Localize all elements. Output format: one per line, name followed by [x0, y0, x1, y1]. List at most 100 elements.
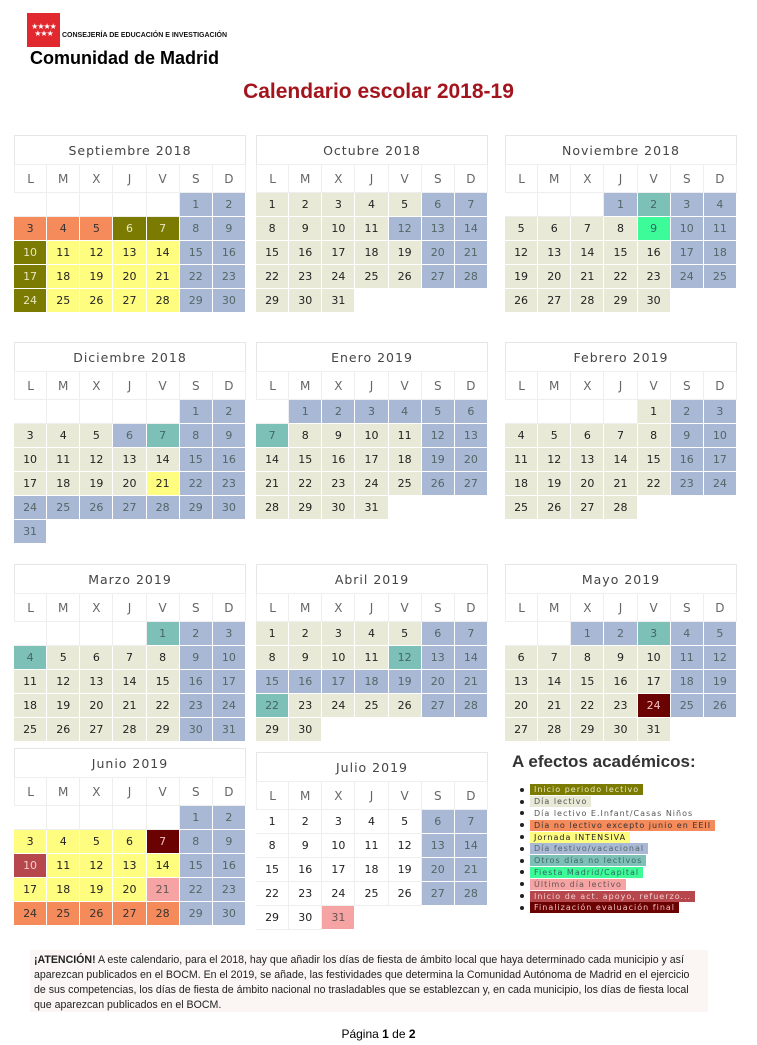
- legend-label: Día festivo/vacacional: [530, 843, 649, 855]
- empty-cell: [14, 806, 48, 830]
- weekday-header: J: [113, 777, 147, 806]
- day-cell-intensiva: 12: [80, 854, 114, 878]
- day-cell-festivo: 26: [80, 496, 114, 520]
- legend-item: Día lectivo: [520, 796, 715, 808]
- day-cell-lectivo: 21: [256, 472, 290, 496]
- month-title: Marzo 2019: [14, 564, 246, 593]
- empty-cell: [113, 193, 147, 217]
- month-6: Febrero 2019 L M X J V S D 1 2 3 4 5 6 7 8 9 10 11 12 13 14 15…: [505, 342, 737, 520]
- day-cell-lectivo: 5: [388, 193, 422, 217]
- weekday-header: X: [571, 371, 605, 400]
- legend-label: Día no lectivo excepto junio en EEII: [530, 819, 716, 831]
- page-current: 1: [382, 1027, 389, 1041]
- empty-cell: [113, 806, 147, 830]
- day-cell-lectivo: 27: [505, 718, 539, 742]
- day-cell-festivo: 24: [14, 496, 48, 520]
- empty-cell: [146, 193, 180, 217]
- weekday-header: V: [146, 371, 180, 400]
- day-cell-lectivo: 18: [388, 448, 422, 472]
- empty-cell: [146, 806, 180, 830]
- day-cell-festivo: 25: [47, 496, 81, 520]
- day-cell-lectivo: 30: [637, 289, 671, 313]
- day-cell-noeeii: 24: [14, 902, 48, 926]
- day-cell-lectivo: 14: [604, 448, 638, 472]
- day-cell-lectivo: 1: [256, 193, 290, 217]
- day-cell-einf: 30: [289, 906, 323, 930]
- day-cell-lectivo: 24: [355, 472, 389, 496]
- day-cell-festivo: 15: [179, 241, 213, 265]
- bullet-icon: [520, 799, 524, 804]
- day-cell-festivo: 20: [454, 448, 488, 472]
- weekday-header: V: [637, 371, 671, 400]
- day-cell-intensiva: 5: [80, 830, 114, 854]
- empty-cell: [80, 400, 114, 424]
- weekday-header: M: [47, 777, 81, 806]
- day-cell-lectivo: 10: [322, 646, 356, 670]
- day-cell-festivo: 21: [454, 858, 488, 882]
- weekday-header: J: [604, 164, 638, 193]
- day-cell-lectivo: 18: [505, 472, 539, 496]
- day-cell-lectivo: 21: [113, 694, 147, 718]
- month-title: Diciembre 2018: [14, 342, 246, 371]
- day-cell-intensiva: 21: [146, 472, 180, 496]
- weekday-header: J: [355, 164, 389, 193]
- weekday-header: X: [322, 164, 356, 193]
- day-cell-lectivo: 10: [637, 646, 671, 670]
- bullet-icon: [520, 835, 524, 840]
- day-cell-festivo: 8: [179, 217, 213, 241]
- weekday-header: D: [212, 371, 246, 400]
- day-cell-festivo: 3: [670, 193, 704, 217]
- day-cell-festivo: 6: [113, 424, 147, 448]
- day-cell-intensiva: 14: [146, 241, 180, 265]
- day-cell-festivo: 2: [604, 622, 638, 646]
- day-cell-otros: 4: [14, 646, 48, 670]
- day-cell-lectivo: 20: [571, 472, 605, 496]
- day-cell-festivo: 29: [179, 902, 213, 926]
- day-cell-lectivo: 30: [289, 718, 323, 742]
- day-cell-lectivo: 27: [80, 718, 114, 742]
- day-cell-lectivo: 1: [256, 622, 290, 646]
- day-cell-festivo: 31: [14, 520, 48, 544]
- day-cell-lectivo: 28: [571, 289, 605, 313]
- day-cell-lectivo: 29: [256, 718, 290, 742]
- day-cell-intensiva: 21: [146, 265, 180, 289]
- day-cell-einf: 3: [322, 810, 356, 834]
- day-cell-festivo: 26: [703, 694, 737, 718]
- day-cell-festivo: 20: [421, 241, 455, 265]
- empty-cell: [505, 193, 539, 217]
- month-1: Septiembre 2018 L M X J V S D 1 2 3 4 5 6 7 8 9 10 11 12 13 1…: [14, 135, 246, 313]
- day-cell-festivo: 28: [146, 496, 180, 520]
- weekday-header: X: [322, 593, 356, 622]
- day-cell-einf: 9: [289, 834, 323, 858]
- weekday-header: L: [505, 164, 539, 193]
- bullet-icon: [520, 870, 524, 875]
- day-cell-einf: 17: [322, 858, 356, 882]
- day-cell-final: 24: [637, 694, 671, 718]
- month-10: Junio 2019 L M X J V S D 1 2 3 4 5 6 7 8 9 10 11 12 13 14 15 16…: [14, 748, 246, 926]
- day-cell-festivo: 31: [212, 718, 246, 742]
- day-cell-festivo: 8: [179, 424, 213, 448]
- weekday-header: X: [571, 593, 605, 622]
- weekday-header: M: [47, 593, 81, 622]
- day-cell-festivo: 24: [670, 265, 704, 289]
- page-total: 2: [408, 1027, 416, 1041]
- weekday-header: S: [179, 593, 213, 622]
- day-cell-festivo: 5: [421, 400, 455, 424]
- day-cell-lectivo: 24: [322, 694, 356, 718]
- month-9: Mayo 2019 L M X J V S D 1 2 3 4 5 6 7 8 9 10 11 12 13 14 15 16 1…: [505, 564, 737, 742]
- month-3: Noviembre 2018 L M X J V S D 1 2 3 4 5 6 7 8 9 10 11 12 13 14…: [505, 135, 737, 313]
- day-cell-otros: 7: [146, 424, 180, 448]
- day-cell-festivo: 1: [571, 622, 605, 646]
- day-cell-festivo: 20: [421, 670, 455, 694]
- day-cell-einf: 22: [256, 882, 290, 906]
- day-cell-lectivo: 6: [571, 424, 605, 448]
- day-cell-lectivo: 5: [80, 424, 114, 448]
- day-cell-festivo: 22: [179, 265, 213, 289]
- day-cell-intensiva: 19: [80, 878, 114, 902]
- day-cell-lectivo: 21: [571, 265, 605, 289]
- month-4: Diciembre 2018 L M X J V S D 1 2 3 4 5 6 7 8 9 10 11 12 13 14…: [14, 342, 246, 544]
- day-cell-final: 7: [146, 830, 180, 854]
- day-cell-otros: 22: [256, 694, 290, 718]
- day-cell-festivo: 22: [179, 878, 213, 902]
- day-cell-lectivo: 4: [355, 193, 389, 217]
